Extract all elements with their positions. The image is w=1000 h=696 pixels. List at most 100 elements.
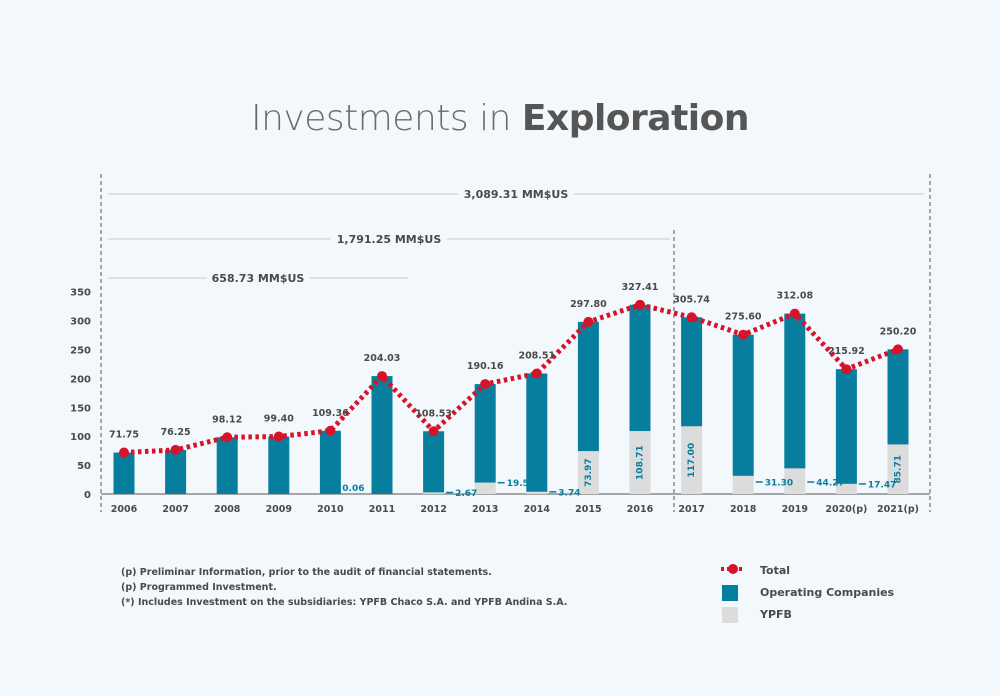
y-tick-label: 200 <box>70 374 91 385</box>
bar-ypfb <box>681 426 703 494</box>
legend-item-operating: Operating Companies <box>720 584 940 606</box>
total-point <box>325 425 336 436</box>
bar-operating-companies <box>732 334 754 476</box>
total-point <box>273 431 284 442</box>
bar-operating-companies <box>887 349 909 445</box>
x-tick-label: 2015 <box>575 504 601 515</box>
legend-item-total: Total <box>720 562 940 584</box>
legend-label-operating: Operating Companies <box>760 586 895 599</box>
bar-ypfb <box>423 492 445 494</box>
x-tick-label: 2014 <box>524 504 551 515</box>
x-tick-label: 2017 <box>678 504 704 515</box>
cumulative-label-bg <box>457 186 575 202</box>
bar-ypfb <box>732 475 754 494</box>
total-data-label: 275.60 <box>725 312 762 323</box>
y-tick-label: 0 <box>84 490 91 501</box>
y-tick-label: 50 <box>77 461 91 472</box>
y-tick-label: 100 <box>70 432 91 443</box>
total-data-label: 250.20 <box>880 326 917 337</box>
total-data-label: 327.41 <box>622 282 659 293</box>
cumulative-total-label: 1,791.25 MM$US <box>337 233 442 246</box>
bar-operating-companies <box>371 376 393 494</box>
bar-operating-companies <box>216 437 238 494</box>
bar-ypfb <box>887 444 909 494</box>
total-data-label: 215.92 <box>828 346 865 357</box>
bar-operating-companies <box>784 313 806 469</box>
total-point <box>119 447 129 458</box>
x-tick-label: 2008 <box>214 504 241 515</box>
total-data-label: 297.80 <box>570 299 607 310</box>
ypfb-data-label: 117.00 <box>687 443 697 478</box>
legend-label-total: Total <box>760 564 791 577</box>
y-tick-label: 250 <box>70 346 91 357</box>
footnote-subsidiaries: (*) Includes Investment on the subsidiar… <box>121 597 568 608</box>
total-point <box>635 299 645 310</box>
x-tick-label: 2019 <box>782 504 808 515</box>
bar-operating-companies <box>629 304 651 432</box>
total-point <box>170 444 181 455</box>
ypfb-data-label: 85.71 <box>894 455 904 483</box>
title-light: Investments in <box>250 98 511 139</box>
x-tick-label: 2020(p) <box>825 504 867 515</box>
bar-operating-companies <box>526 373 548 492</box>
total-data-label: 312.08 <box>776 291 813 302</box>
ypfb-data-label: 0.06 <box>342 484 364 494</box>
investment-chart: 658.73 MM$US 1,791.25 MM$US 3,089.31 MM$US… <box>70 174 931 515</box>
total-data-label: 99.40 <box>264 414 294 425</box>
bar-operating-companies <box>577 321 599 452</box>
legend-item-ypfb: YPFB <box>720 606 940 628</box>
x-tick-label: 2013 <box>472 504 498 515</box>
bar-ypfb <box>784 468 806 494</box>
bar-ypfb <box>526 491 548 494</box>
bar-operating-companies <box>474 384 496 483</box>
chart-title: Investments in Exploration <box>0 98 1000 139</box>
total-data-label: 108.53 <box>415 408 452 419</box>
legend: Total Operating Companies YPFB <box>720 562 940 628</box>
total-point <box>531 368 542 379</box>
total-data-label: 190.16 <box>467 361 504 372</box>
bar-operating-companies <box>165 449 187 494</box>
total-point <box>893 344 903 355</box>
x-tick-label: 2021(p) <box>877 504 919 515</box>
footnote-preliminary: (p) Preliminar Information, prior to the… <box>121 567 492 578</box>
total-point <box>428 426 439 437</box>
total-point <box>789 308 800 319</box>
total-point <box>377 371 387 382</box>
bar-ypfb <box>577 451 599 494</box>
teal-square-icon <box>722 585 738 601</box>
ypfb-data-label: 3.74 <box>558 488 580 498</box>
total-data-label: 71.75 <box>109 430 139 441</box>
ypfb-data-label: 2.67 <box>455 489 477 499</box>
total-data-label: 204.03 <box>364 353 401 364</box>
bar-operating-companies <box>268 436 290 494</box>
bar-ypfb <box>629 431 651 494</box>
footnotes: (p) Preliminar Information, prior to the… <box>121 565 567 610</box>
ypfb-data-label: 44.27 <box>816 479 844 489</box>
bar-ypfb <box>835 483 857 494</box>
ypfb-data-label: 73.97 <box>584 458 594 486</box>
total-data-label: 305.74 <box>673 294 710 305</box>
cumulative-total-label: 3,089.31 MM$US <box>464 188 569 201</box>
x-tick-label: 2006 <box>111 504 138 515</box>
total-point <box>841 364 852 375</box>
dotted-line-with-marker-icon <box>721 564 745 574</box>
ypfb-data-label: 31.30 <box>765 479 793 489</box>
y-tick-label: 350 <box>70 288 91 299</box>
cumulative-label-bg <box>206 270 310 286</box>
x-tick-label: 2010 <box>317 504 344 515</box>
x-tick-label: 2007 <box>162 504 188 515</box>
bar-operating-companies <box>681 317 703 427</box>
footnote-programmed: (p) Programmed Investment. <box>121 582 277 593</box>
cumulative-total-label: 658.73 MM$US <box>212 272 305 285</box>
x-tick-label: 2018 <box>730 504 757 515</box>
total-point <box>583 316 594 327</box>
bar-operating-companies <box>113 452 135 494</box>
bar-operating-companies <box>319 430 341 494</box>
total-data-label: 109.36 <box>312 408 349 419</box>
total-data-label: 98.12 <box>212 414 242 425</box>
y-tick-label: 300 <box>70 317 91 328</box>
ypfb-data-label: 17.47 <box>868 480 896 490</box>
x-tick-label: 2011 <box>369 504 395 515</box>
ypfb-data-label: 19.52 <box>507 479 535 489</box>
total-point <box>222 432 233 443</box>
